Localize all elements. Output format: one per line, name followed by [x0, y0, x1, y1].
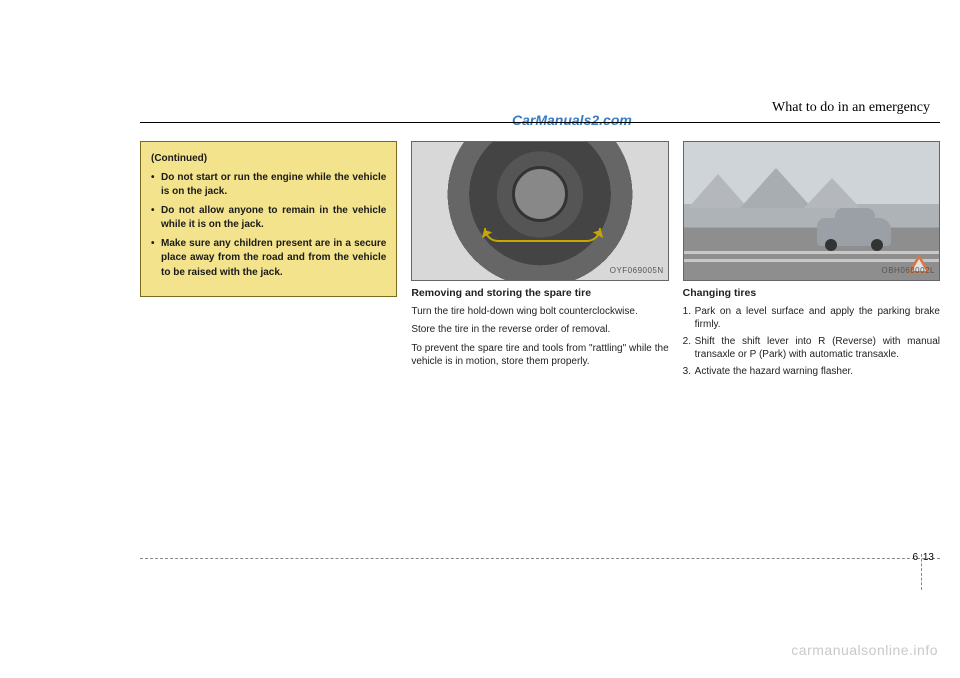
- car-icon: [817, 218, 891, 246]
- warning-item: Do not allow anyone to remain in the veh…: [151, 204, 386, 233]
- spare-tire-heading: Removing and storing the spare tire: [411, 287, 668, 301]
- warning-list: Do not start or run the engine while the…: [151, 171, 386, 281]
- page-chapter: 6: [912, 552, 918, 563]
- step-item: 3.Activate the hazard warning flasher.: [683, 365, 940, 379]
- step-text: Activate the hazard warning flasher.: [695, 366, 853, 377]
- section-title: What to do in an emergency: [140, 100, 940, 123]
- figure-spare-tire: OYF069005N: [411, 141, 668, 281]
- warning-continued-box: (Continued) Do not start or run the engi…: [140, 141, 397, 297]
- step-item: 2.Shift the shift lever into R (Reverse)…: [683, 335, 940, 362]
- paragraph: Store the tire in the reverse order of r…: [411, 323, 668, 337]
- warning-continued-label: (Continued): [151, 152, 386, 167]
- warning-item: Do not start or run the engine while the…: [151, 171, 386, 200]
- changing-tires-heading: Changing tires: [683, 287, 940, 301]
- step-text: Park on a level surface and apply the pa…: [695, 306, 940, 331]
- changing-tires-steps: 1.Park on a level surface and apply the …: [683, 305, 940, 379]
- figure-code: OBH068002L: [882, 266, 935, 277]
- step-item: 1.Park on a level surface and apply the …: [683, 305, 940, 332]
- content-columns: (Continued) Do not start or run the engi…: [140, 141, 940, 381]
- paragraph: To prevent the spare tire and tools from…: [411, 342, 668, 369]
- column-2: OYF069005N Removing and storing the spar…: [411, 141, 668, 381]
- figure-code: OYF069005N: [610, 266, 664, 277]
- ccw-arrow-icon: [484, 228, 601, 242]
- paragraph: Turn the tire hold-down wing bolt counte…: [411, 305, 668, 319]
- manual-page: What to do in an emergency (Continued) D…: [140, 100, 940, 381]
- column-3: OBH068002L Changing tires 1.Park on a le…: [683, 141, 940, 381]
- page-index: 13: [923, 552, 934, 563]
- watermark-bottom: carmanualsonline.info: [791, 642, 938, 658]
- page-divider: [921, 554, 922, 590]
- step-text: Shift the shift lever into R (Reverse) w…: [695, 336, 940, 361]
- column-1: (Continued) Do not start or run the engi…: [140, 141, 397, 381]
- mountains-icon: [684, 168, 939, 208]
- footer-rule: [140, 558, 940, 559]
- road-illustration: [684, 142, 939, 280]
- warning-item: Make sure any children present are in a …: [151, 237, 386, 281]
- guardrail-icon: [684, 251, 939, 254]
- figure-changing-tires: OBH068002L: [683, 141, 940, 281]
